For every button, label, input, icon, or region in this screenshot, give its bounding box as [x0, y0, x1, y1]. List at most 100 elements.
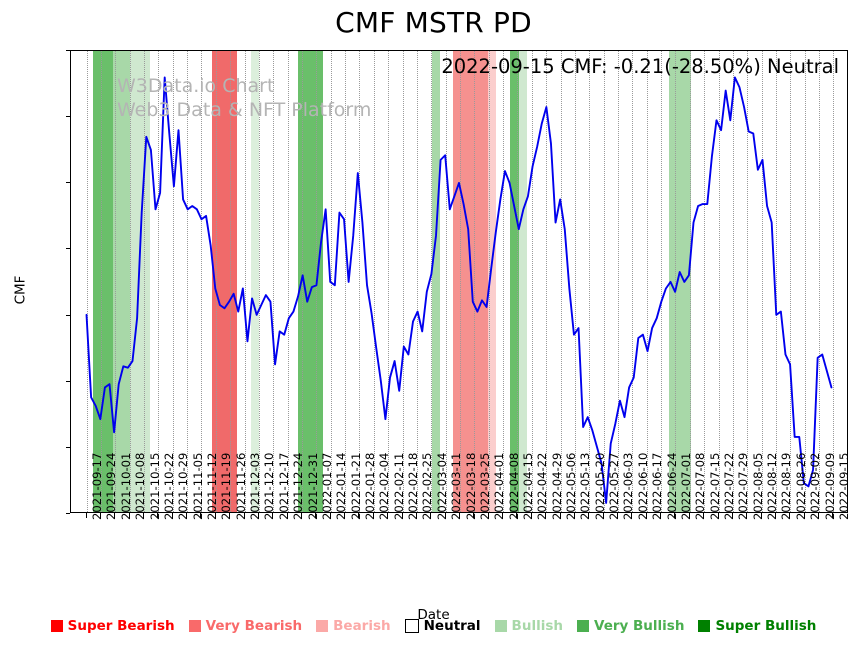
x-axis-tick-mark [372, 513, 374, 518]
gridline [460, 51, 461, 512]
x-axis-tick-label: 2022-06-17 [650, 452, 665, 520]
x-axis-tick-label: 2022-05-13 [578, 452, 593, 520]
x-axis-tick-label: 2022-08-26 [793, 452, 808, 520]
legend-label: Very Bullish [593, 618, 685, 634]
x-axis-tick-label: 2022-07-29 [736, 452, 751, 520]
x-axis-tick-label: 2021-12-03 [248, 452, 263, 520]
gridline [201, 51, 203, 512]
x-axis-tick-mark [645, 513, 647, 518]
sentiment-band [92, 51, 114, 512]
x-axis-tick-label: 2022-05-20 [592, 452, 607, 520]
x-axis-tick-mark [487, 513, 489, 518]
x-axis-tick-label: 2022-01-21 [348, 452, 363, 520]
x-axis-tick-label: 2021-10-29 [176, 452, 191, 520]
y-axis-tick-mark [65, 182, 70, 184]
gridline [531, 51, 533, 512]
x-axis-tick-label: 2022-02-04 [377, 452, 392, 520]
x-axis-tick-mark [832, 513, 834, 518]
x-axis-tick-label: 2022-04-22 [535, 452, 550, 520]
gridline [187, 51, 189, 512]
x-axis-tick-label: 2022-07-08 [693, 452, 708, 520]
y-axis-tick-mark [65, 314, 70, 316]
gridline [546, 51, 548, 512]
gridline [732, 51, 734, 512]
x-axis-tick-mark [559, 513, 561, 518]
x-axis-tick-label: 2021-11-05 [190, 452, 205, 520]
x-axis-tick-mark [444, 513, 446, 518]
gridline [431, 51, 433, 512]
x-axis-tick-mark [243, 513, 245, 518]
x-axis-tick-mark [818, 513, 820, 518]
gridline [474, 51, 476, 512]
x-axis-tick-label: 2021-11-19 [219, 452, 234, 520]
gridline [86, 51, 88, 512]
gridline [230, 51, 232, 512]
x-axis-tick-mark [473, 513, 475, 518]
legend-item[interactable]: Bullish [494, 618, 563, 634]
gridline [689, 51, 691, 512]
gridline [158, 51, 160, 512]
x-axis-tick-mark [301, 513, 302, 518]
x-axis-tick-label: 2021-12-17 [276, 452, 291, 520]
x-axis-tick-mark [731, 513, 733, 518]
gridline [144, 51, 145, 512]
y-axis-tick-mark [65, 513, 70, 514]
x-axis-tick-label: 2022-05-27 [607, 452, 622, 520]
x-axis-tick-mark [401, 513, 403, 518]
gridline [287, 51, 289, 512]
x-axis-tick-mark [430, 513, 432, 518]
x-axis-tick-label: 2022-04-08 [506, 452, 521, 520]
x-axis-tick-mark [358, 513, 360, 518]
legend-item[interactable]: Super Bearish [50, 618, 175, 634]
legend-swatch [494, 620, 507, 632]
x-axis-tick-label: 2022-09-15 [836, 452, 851, 520]
x-axis-tick-mark [286, 513, 288, 518]
x-axis-tick-mark [573, 513, 575, 518]
gridline [761, 51, 763, 512]
x-axis-tick-label: 2021-12-10 [262, 452, 277, 520]
x-axis-tick-label: 2022-01-07 [319, 452, 334, 520]
legend-swatch [316, 620, 329, 632]
x-axis-tick-label: 2022-09-02 [808, 452, 823, 520]
legend-item[interactable]: Very Bearish [188, 618, 302, 634]
legend-item[interactable]: Very Bullish [576, 618, 685, 634]
x-axis-tick-mark [616, 513, 618, 518]
x-axis-tick-label: 2022-08-12 [765, 452, 780, 520]
legend-label: Bullish [511, 618, 563, 634]
x-axis-tick-mark [143, 513, 144, 518]
legend-swatch [50, 620, 63, 632]
x-axis-tick-mark [688, 513, 690, 518]
legend-swatch [698, 620, 711, 632]
x-axis-tick-mark [200, 513, 202, 518]
legend-label: Neutral [423, 618, 481, 634]
x-axis-tick-mark [257, 513, 259, 518]
gridline [402, 51, 404, 512]
gridline [503, 51, 505, 512]
gridline [790, 51, 792, 512]
gridlines-layer [71, 51, 847, 512]
x-axis-tick-mark [774, 513, 776, 518]
x-axis-tick-label: 2022-07-01 [678, 452, 693, 520]
sentiment-band [251, 51, 260, 512]
x-axis-tick-label: 2021-09-17 [90, 452, 105, 520]
gridline [273, 51, 275, 512]
legend-item[interactable]: Bearish [316, 618, 391, 634]
x-axis-tick-mark [545, 513, 547, 518]
gridline [100, 51, 102, 512]
gridline [517, 51, 519, 512]
x-axis-tick-mark [99, 513, 101, 518]
x-axis-tick-label: 2021-10-15 [147, 452, 162, 520]
x-axis-tick-label: 2022-05-06 [564, 452, 579, 520]
legend-item[interactable]: Super Bullish [698, 618, 816, 634]
x-axis-label: Date [417, 607, 450, 623]
gridline [345, 51, 347, 512]
gridline [589, 51, 591, 512]
x-axis-tick-mark [329, 513, 331, 518]
legend-item[interactable]: Neutral [404, 618, 481, 634]
sentiment-band [452, 51, 472, 512]
gridline [302, 51, 303, 512]
x-axis-tick-mark [789, 513, 791, 518]
cmf-line-series [85, 76, 833, 504]
x-axis-tick-label: 2021-09-24 [104, 452, 119, 520]
gridline [129, 51, 131, 512]
